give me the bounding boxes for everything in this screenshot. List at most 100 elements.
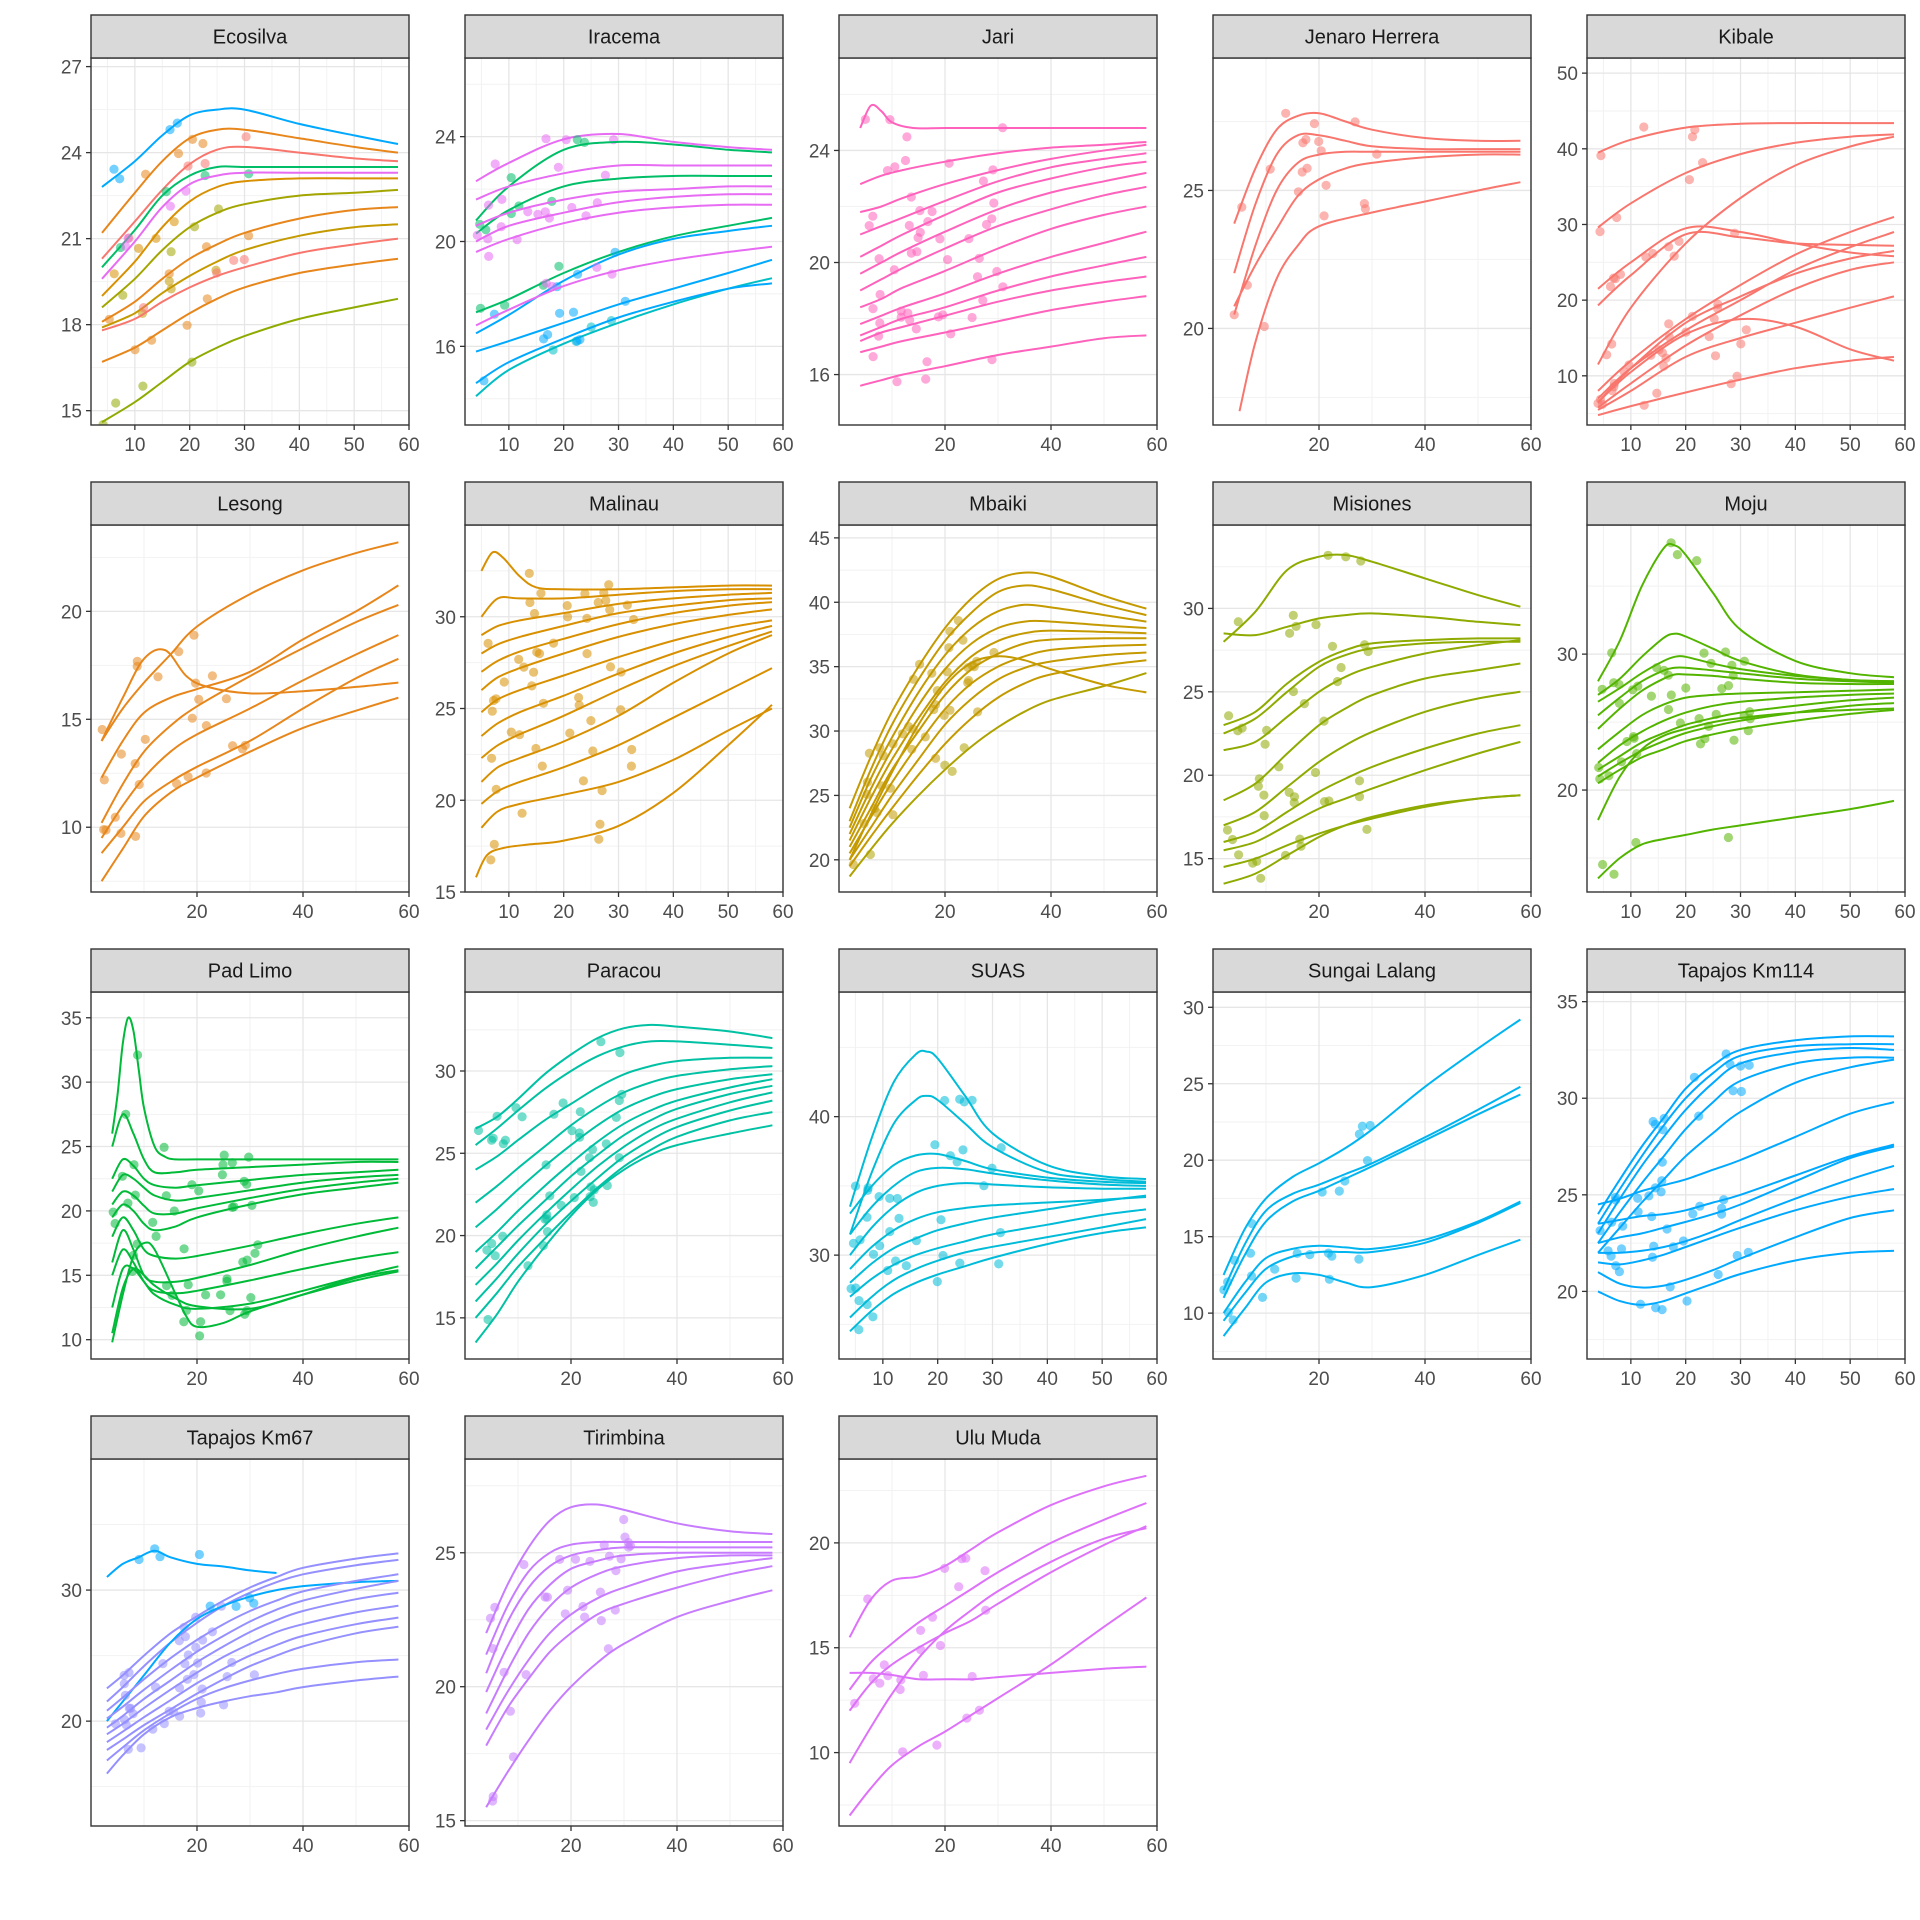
series-line: [101, 297, 399, 423]
series-line: [101, 206, 399, 323]
x-tick-label: 20: [934, 902, 955, 923]
data-point: [483, 638, 493, 649]
series-line: [480, 619, 773, 713]
y-tick-label: 15: [61, 710, 82, 731]
facet-strip: [90, 948, 410, 993]
series-line: [1597, 295, 1895, 411]
data-point: [854, 1296, 864, 1306]
facet-panel: Paracou 15 20 25 30 20 40 60: [435, 948, 794, 1390]
data-point: [1672, 550, 1682, 560]
facet-title: Sungai Lalang: [1308, 961, 1436, 983]
y-tick-label: 30: [1557, 645, 1578, 666]
data-point: [497, 194, 507, 204]
data-point: [576, 1166, 586, 1176]
series-line: [1222, 1085, 1521, 1291]
x-tick-label: 60: [1894, 1369, 1915, 1390]
x-tick-label: 50: [1092, 1369, 1113, 1390]
data-point: [562, 601, 572, 611]
facet-panel: Lesong 10 15 20 20 40 60: [61, 481, 420, 923]
data-point: [542, 1592, 553, 1602]
data-point: [109, 269, 119, 279]
data-point: [541, 134, 551, 144]
series-line: [849, 1182, 1147, 1256]
series-layer: [859, 103, 1147, 387]
series-line: [480, 667, 773, 805]
y-tick-label: 35: [809, 658, 830, 679]
data-point: [1256, 873, 1266, 883]
data-point: [533, 209, 543, 219]
data-point: [1334, 1186, 1344, 1196]
data-point: [179, 1317, 189, 1327]
data-point: [1656, 1187, 1666, 1197]
facet-title: Pad Limo: [208, 961, 293, 983]
data-point: [848, 859, 858, 870]
y-tick-label: 10: [61, 1331, 82, 1352]
data-point: [930, 1140, 940, 1150]
series-line: [100, 657, 399, 854]
data-point: [472, 230, 482, 240]
facet-strip: [464, 948, 784, 993]
data-point: [875, 318, 885, 328]
series-line: [474, 1124, 773, 1344]
series-line: [1597, 1143, 1895, 1225]
y-tick-label: 20: [809, 1534, 830, 1555]
data-point: [1732, 371, 1742, 381]
data-point: [586, 716, 596, 726]
x-tick-label: 20: [1308, 1369, 1329, 1390]
series-line: [1597, 1043, 1895, 1225]
data-point: [1717, 684, 1727, 694]
data-point: [894, 1213, 904, 1223]
series-line: [101, 145, 399, 260]
data-point: [128, 1709, 138, 1719]
series-line: [1597, 225, 1895, 290]
data-point: [487, 1238, 497, 1249]
panel-background: [91, 58, 409, 425]
data-point: [1719, 1195, 1729, 1205]
series-line: [849, 1196, 1147, 1270]
data-point: [1729, 735, 1739, 745]
data-point: [593, 597, 603, 608]
data-point: [519, 1559, 529, 1570]
facet-title: Tirimbina: [583, 1428, 665, 1450]
series-line: [1597, 261, 1895, 409]
data-point: [1314, 136, 1324, 147]
data-point: [222, 1274, 232, 1284]
data-point: [134, 243, 144, 253]
x-tick-label: 60: [398, 435, 419, 456]
series-line: [859, 160, 1147, 258]
data-point: [592, 262, 602, 272]
data-point: [904, 220, 914, 231]
series-line: [485, 1551, 773, 1693]
series-line: [849, 1218, 1147, 1319]
data-point: [916, 1625, 926, 1635]
data-point: [1609, 869, 1619, 879]
data-point: [588, 746, 598, 756]
y-tick-label: 27: [61, 58, 82, 79]
series-line: [1223, 640, 1521, 735]
series-line: [848, 1527, 1147, 1764]
series-line: [100, 634, 399, 839]
data-point: [868, 211, 878, 221]
series-line: [1597, 696, 1895, 771]
facet-strip: [838, 1415, 1158, 1460]
series-line: [1597, 135, 1895, 365]
y-tick-label: 20: [61, 1202, 82, 1223]
x-tick-label: 60: [1146, 1369, 1167, 1390]
data-point: [180, 1659, 190, 1669]
data-point: [945, 705, 955, 715]
y-tick-label: 20: [435, 233, 456, 254]
data-point: [217, 1170, 227, 1180]
data-point: [153, 672, 163, 682]
series-line: [111, 1173, 399, 1202]
series-line: [1597, 215, 1895, 392]
data-point: [1257, 1292, 1268, 1302]
data-point: [202, 294, 212, 304]
data-point: [487, 706, 497, 716]
series-line: [848, 1474, 1147, 1638]
y-tick-label: 24: [809, 141, 831, 162]
data-point: [229, 255, 239, 265]
data-point: [498, 1231, 508, 1241]
data-point: [864, 221, 874, 231]
data-point: [972, 272, 983, 282]
series-line: [848, 584, 1147, 822]
